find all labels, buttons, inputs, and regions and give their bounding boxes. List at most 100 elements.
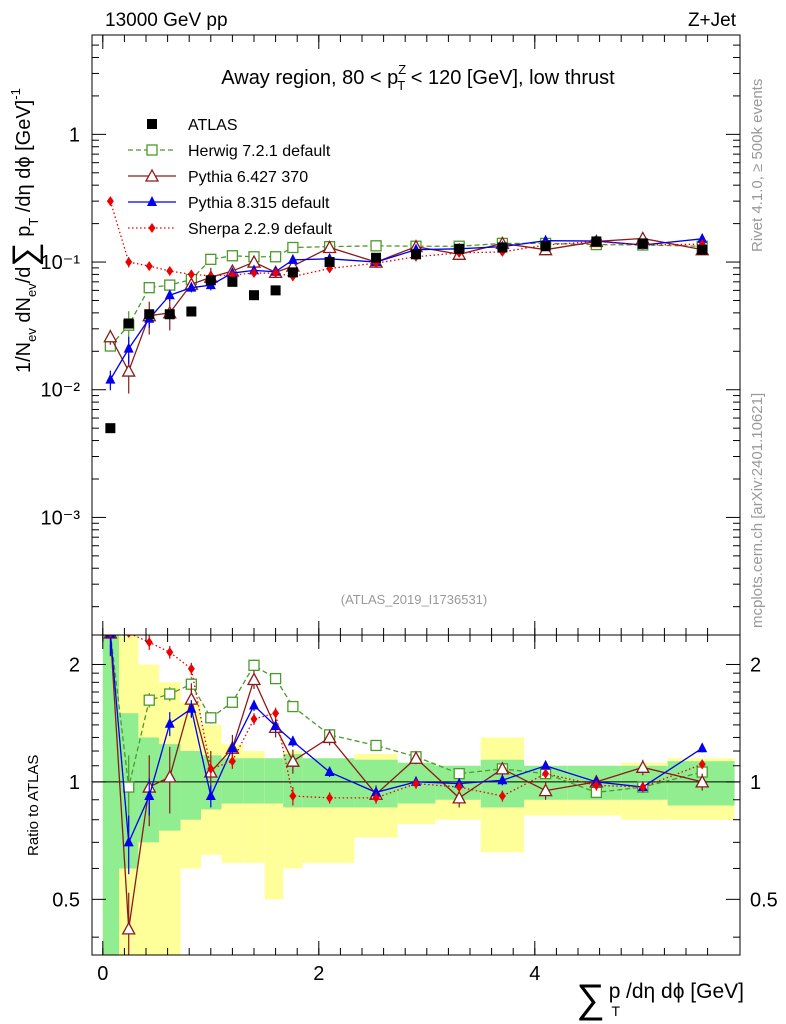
ratio-point <box>289 791 297 802</box>
mcplots-label: mcplots.cern.ch [arXiv:2401.10621] <box>749 393 766 628</box>
data-point <box>143 282 155 294</box>
atlas-point <box>144 309 155 320</box>
ratio-point <box>205 712 217 724</box>
ratio-point <box>324 766 335 777</box>
ratio-point <box>164 717 175 728</box>
ratio-point <box>371 786 382 797</box>
ratio-tick-label-right: 0.5 <box>750 889 778 911</box>
ratio-point <box>698 759 706 770</box>
ratio-point <box>144 790 155 801</box>
stat-band <box>283 753 303 808</box>
atlas-point <box>637 238 648 249</box>
atlas-point <box>186 306 197 317</box>
data-point <box>697 232 708 243</box>
ratio-point <box>162 769 177 783</box>
ratio-point <box>635 759 650 773</box>
ratio-point <box>187 663 195 674</box>
data-point <box>123 342 134 353</box>
process-label: Z+Jet <box>688 10 737 31</box>
ratio-point <box>246 672 262 686</box>
ratio-point <box>226 696 239 708</box>
atlas-point <box>497 242 508 253</box>
atlas-point <box>123 318 134 329</box>
stat-band <box>221 758 244 804</box>
x-tick-label: 2 <box>313 963 324 985</box>
legend-label: Sherpa 2.2.9 default <box>188 221 333 238</box>
atlas-point <box>227 276 238 287</box>
atlas-point <box>205 275 216 286</box>
ratio-point <box>697 742 708 753</box>
analysis-label: (ATLAS_2019_I1736531) <box>341 592 487 607</box>
atlas-point <box>249 290 259 301</box>
ratio-point <box>166 647 174 658</box>
legend: ATLAS Herwig 7.2.1 default Pythia 6.427 37… <box>128 117 333 238</box>
ratio-point <box>326 792 334 803</box>
ratio-tick-label-right: 1 <box>750 772 761 794</box>
ratio-point <box>285 753 300 767</box>
series-3-ratio <box>108 635 706 806</box>
ratio-point <box>272 708 280 719</box>
ratio-point <box>453 767 465 780</box>
rivet-label: Rivet 4.1.0, ≥ 500k events <box>749 79 766 252</box>
data-point <box>164 289 175 300</box>
data-point <box>205 253 217 265</box>
ratio-point <box>228 756 236 767</box>
ratio-y-axis-label: Ratio to ATLAS <box>25 755 42 856</box>
legend-item: Sherpa 2.2.9 default <box>128 221 333 238</box>
atlas-point <box>697 244 708 255</box>
legend-label: Herwig 7.2.1 default <box>188 143 331 160</box>
legend-item: Herwig 7.2.1 default <box>128 143 331 160</box>
ratio-point <box>287 735 298 746</box>
data-point <box>105 373 116 384</box>
ratio-point <box>269 672 282 685</box>
data-point <box>187 269 195 280</box>
ratio-point <box>542 768 550 779</box>
atlas-point <box>371 252 382 263</box>
ratio-point <box>108 635 113 638</box>
ratio-tick-label-left: 1 <box>69 772 80 794</box>
ratio-panel <box>92 635 740 955</box>
x-axis-label: ∑ p T/dη dϕ [GeV] <box>576 977 744 1021</box>
data-point <box>145 261 153 272</box>
ratio-point <box>495 761 510 775</box>
data-point <box>103 329 118 343</box>
atlas-point <box>270 285 281 296</box>
legend-item: ATLAS <box>147 117 238 134</box>
atlas-point <box>411 249 421 260</box>
atlas-point <box>287 267 298 278</box>
data-point <box>166 266 174 277</box>
legend-item: Pythia 8.315 default <box>128 195 330 212</box>
legend-label: Pythia 6.427 370 <box>188 169 308 186</box>
atlas-point <box>105 423 116 434</box>
series-line <box>109 238 703 380</box>
ratio-point <box>322 730 337 744</box>
data-point <box>121 363 136 377</box>
ratio-point <box>186 702 197 713</box>
legend-label: Pythia 8.315 default <box>188 195 330 212</box>
data-point <box>322 240 337 254</box>
ratio-point <box>145 637 153 648</box>
ratio-point <box>121 921 136 935</box>
ratio-point <box>498 791 506 802</box>
collision-label: 13000 GeV pp <box>105 10 228 31</box>
data-point <box>106 196 114 207</box>
main-panel <box>103 196 710 434</box>
stat-band <box>243 758 265 804</box>
ratio-point <box>372 792 380 803</box>
ratio-point <box>408 750 424 764</box>
axes: 0 2 4 10⁻³ 10⁻² 10⁻¹ 1 0.5 0.5 1 1 2 2 <box>41 34 778 985</box>
atlas-point <box>454 243 465 254</box>
ratio-point <box>207 763 215 774</box>
data-point <box>287 253 298 264</box>
y-axis-label: 1/Nev dNev/d∑ pT /dη dϕ [GeV]-1 <box>6 88 44 373</box>
ratio-point <box>639 782 647 793</box>
ratio-point <box>250 713 258 724</box>
data-point <box>269 251 282 263</box>
y-tick-label: 10⁻³ <box>41 507 81 529</box>
y-tick-label: 10⁻¹ <box>41 252 81 274</box>
ratio-point <box>540 759 551 770</box>
data-point <box>226 250 239 262</box>
ratio-point <box>412 778 420 789</box>
atlas-point <box>591 236 602 247</box>
